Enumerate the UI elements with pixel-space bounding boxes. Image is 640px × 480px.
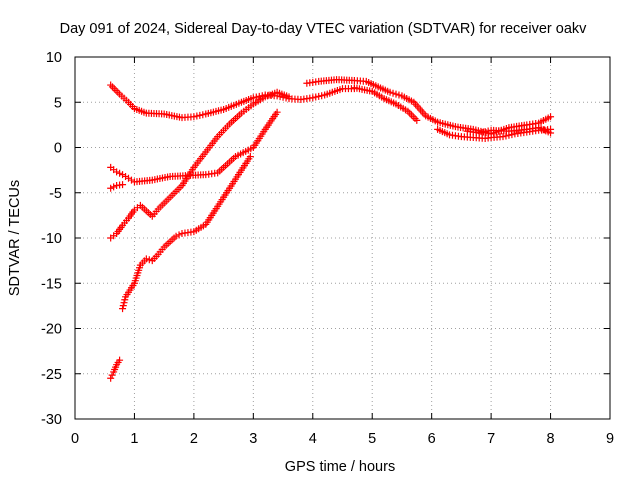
x-axis-label: GPS time / hours [285,459,395,475]
y-tick-label: -30 [41,412,62,428]
y-tick-label: -5 [49,186,62,202]
x-tick-label: 4 [309,431,317,447]
data-point [199,111,207,119]
x-tick-label: 7 [487,431,495,447]
data-point [145,256,153,264]
data-point [116,169,124,177]
data-point [413,116,421,124]
data-point [172,232,180,240]
grid [75,57,610,419]
data-point [121,296,129,304]
data-point [196,111,204,119]
data-point [386,88,394,96]
data-point [273,108,281,116]
y-tick-label: 0 [54,141,62,157]
data-point [175,231,183,239]
y-tick-label: -20 [41,322,62,338]
data-point [110,85,118,93]
x-tick-label: 1 [130,431,138,447]
data-point [547,113,555,121]
y-tick-label: -15 [41,276,62,292]
data-point [392,90,400,98]
series-arc-4 [107,88,293,242]
data-point [110,183,118,191]
series-arc-8 [350,84,421,124]
data-point [315,92,323,100]
data-point [112,86,120,94]
data-point [309,94,317,102]
x-tick-label: 5 [368,431,376,447]
data-point [409,113,417,121]
data-point [114,88,122,96]
x-tick-label: 9 [606,431,614,447]
data-point [318,92,326,100]
data-point [107,184,115,192]
x-tick-label: 8 [547,431,555,447]
data-point [547,129,555,137]
data-point [389,89,397,97]
y-tick-label: 5 [54,95,62,111]
data-point [499,133,507,141]
x-tick-label: 0 [71,431,79,447]
data-point [478,128,486,136]
chart-title: Day 091 of 2024, Sidereal Day-to-day VTE… [60,21,588,37]
data-point [120,299,128,307]
data-point [312,93,320,101]
data-point [407,111,415,119]
data-point [119,305,127,313]
data-point [406,109,414,117]
data-point [108,371,116,379]
data-point [285,93,293,101]
data-point [119,302,127,310]
y-tick-label: 10 [46,50,62,66]
series-arc-7 [303,76,555,138]
data-point [190,113,198,121]
data-point [249,94,257,102]
y-axis-label: SDTVAR / TECUs [7,180,23,296]
data-point [481,128,489,136]
series-arc-6 [107,356,124,382]
data-point [475,129,483,137]
data-point [142,255,150,263]
y-tick-label: -10 [41,231,62,247]
data-point [107,81,115,89]
x-tick-label: 2 [190,431,198,447]
y-tick-label: -25 [41,367,62,383]
data-point [246,153,254,161]
data-points [107,76,555,382]
data-point [411,115,419,123]
data-point [113,168,121,176]
data-point [107,374,115,382]
series-arc-9 [434,125,555,142]
x-tick-label: 3 [249,431,257,447]
data-point [116,356,124,364]
data-point [108,83,116,91]
series-arc-3 [107,181,127,192]
data-point [395,91,403,99]
x-tick-label: 6 [428,431,436,447]
series-arc-2 [107,108,281,186]
series-arc-10 [463,124,555,137]
data-point [193,112,201,120]
data-point [119,181,127,189]
data-point [255,92,263,100]
series-arc-1 [107,81,358,122]
axis-ticks: 0 1 2 3 4 5 6 7 8 9 10 5 0 -5 -10 -15 -20 -25 -30 [41,50,614,447]
series-arc-5 [119,153,254,313]
